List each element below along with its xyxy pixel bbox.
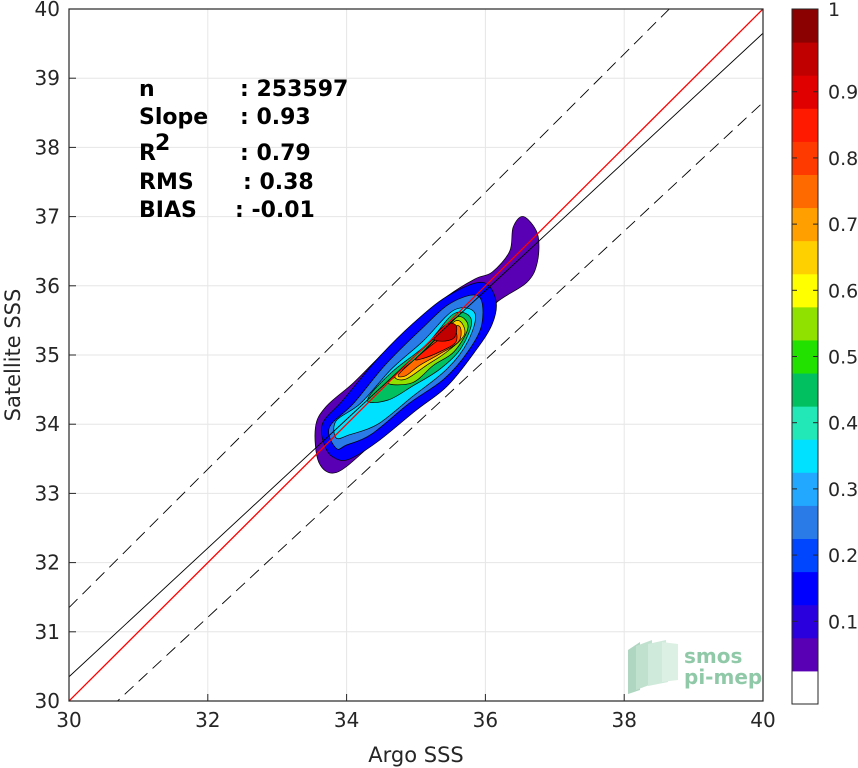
y-tick-label: 39 [35, 66, 60, 90]
colorbar-band [792, 174, 818, 209]
x-tick-label: 34 [334, 708, 359, 732]
reference-lines [69, 9, 763, 701]
y-tick-label: 40 [35, 0, 60, 21]
stat-value: : 0.79 [240, 141, 311, 166]
smos-pimep-logo: smos pi-mep [628, 640, 762, 694]
statistics-box: n : 253597 Slope : 0.93 R 2 : 0.79 RMS : 0.38 BIA… [139, 77, 348, 223]
y-axis-ticks: 30 31 32 33 34 35 36 37 38 39 40 [35, 0, 76, 713]
colorbar-band [792, 9, 818, 43]
colorbar: 0.1 0.2 0.3 0.4 0.5 0.6 0.7 0.8 0.9 1 [791, 0, 858, 705]
stat-value: : -0.01 [235, 198, 315, 223]
y-tick-label: 37 [35, 205, 60, 229]
stat-label: Slope [139, 105, 208, 130]
colorbar-tick-label: 0.4 [828, 413, 858, 435]
y-tick-label: 36 [35, 274, 60, 298]
colorbar-tick-label: 0.7 [828, 214, 858, 236]
colorbar-tick-label: 0.1 [828, 611, 858, 633]
colorbar-band [792, 306, 818, 341]
confidence-bound-line [116, 102, 763, 701]
grid [68, 8, 764, 702]
stat-value: : 0.93 [240, 105, 311, 130]
colorbar-tick-label: 0.9 [828, 82, 858, 104]
colorbar-band [792, 373, 818, 407]
confidence-bound-line [69, 9, 670, 608]
stat-label: BIAS [139, 198, 197, 223]
y-axis-label: Satellite SSS [1, 289, 25, 422]
stat-label: RMS [139, 170, 194, 195]
stat-label: n [139, 77, 155, 102]
colorbar-band [792, 439, 818, 473]
y-tick-label: 38 [35, 135, 60, 159]
y-tick-label: 30 [35, 689, 60, 713]
colorbar-band [792, 505, 818, 540]
stat-label: R [139, 141, 156, 166]
y-tick-label: 33 [35, 481, 60, 505]
x-tick-label: 30 [56, 708, 81, 732]
colorbar-band [792, 240, 818, 275]
logo-line1: smos [684, 644, 742, 668]
colorbar-band [792, 637, 818, 672]
y-tick-label: 32 [35, 551, 60, 575]
x-tick-label: 36 [473, 708, 498, 732]
stat-value: : 253597 [240, 77, 348, 102]
colorbar-tick-label: 0.3 [828, 479, 858, 501]
x-axis-label: Argo SSS [368, 743, 463, 767]
colorbar-tick-label: 1 [828, 0, 840, 21]
colorbar-tick-label: 0.6 [828, 280, 858, 302]
colorbar-band [792, 108, 818, 142]
colorbar-band [792, 670, 818, 705]
stat-value: : 0.38 [243, 170, 314, 195]
y-tick-label: 31 [35, 620, 60, 644]
logo-waves-icon [628, 640, 678, 694]
colorbar-tick-label: 0.2 [828, 545, 858, 567]
colorbar-tick-label: 0.8 [828, 148, 858, 170]
y-tick-label: 34 [35, 412, 60, 436]
y-tick-label: 35 [35, 343, 60, 367]
colorbar-band [792, 571, 818, 606]
colorbar-band [792, 42, 818, 76]
stat-label-superscript: 2 [155, 131, 170, 156]
x-tick-label: 32 [195, 708, 220, 732]
identity-line [69, 9, 763, 701]
colorbar-tick-label: 0.5 [828, 347, 858, 369]
x-axis-ticks: 30 32 34 36 38 40 [56, 694, 776, 732]
x-tick-label: 40 [750, 708, 775, 732]
logo-line2: pi-mep [684, 665, 762, 689]
x-tick-label: 38 [611, 708, 636, 732]
